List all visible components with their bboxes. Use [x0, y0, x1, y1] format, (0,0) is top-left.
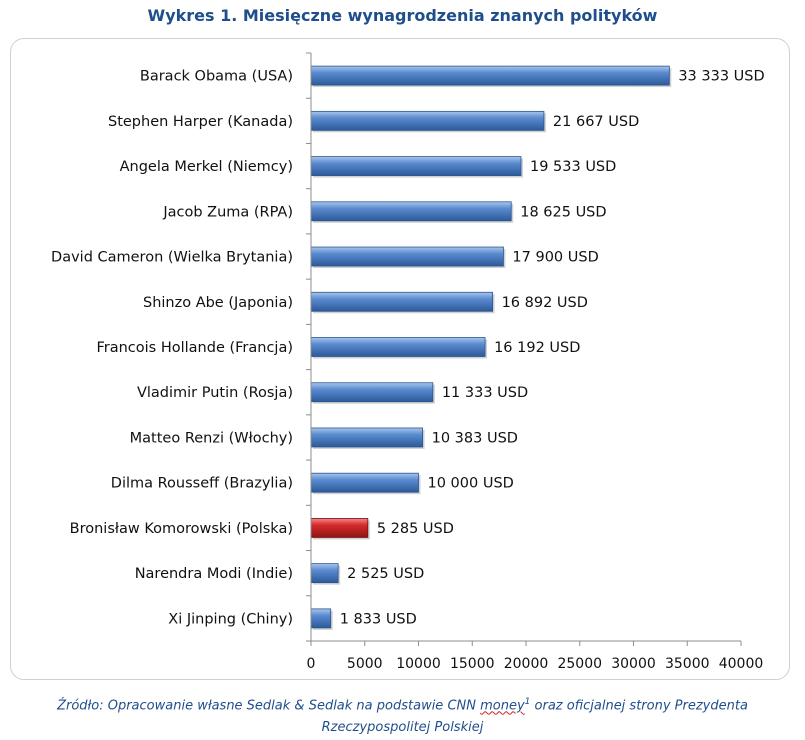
x-tick-label: 15000	[450, 656, 495, 672]
category-label: David Cameron (Wielka Brytania)	[51, 250, 293, 266]
bar	[310, 563, 339, 584]
x-tick-label: 20000	[504, 656, 549, 672]
bar	[310, 337, 486, 357]
bar	[310, 156, 522, 176]
category-label: Francois Hollande (Francja)	[96, 340, 293, 356]
bar	[310, 472, 419, 493]
x-tick-label: 40000	[719, 656, 764, 672]
bar	[310, 382, 434, 403]
data-label: 1 833 USD	[340, 611, 417, 627]
source-line-2: Rzeczypospolitej Polskiej	[321, 720, 484, 736]
data-label: 21 667 USD	[553, 114, 639, 130]
x-tick-label: 5000	[347, 656, 383, 672]
bar	[310, 518, 369, 538]
bar	[310, 246, 504, 267]
data-label: 11 333 USD	[442, 385, 528, 401]
category-label: Bronisław Komorowski (Polska)	[70, 521, 293, 537]
data-label: 2 525 USD	[347, 566, 424, 582]
data-label: 17 900 USD	[512, 250, 598, 266]
category-label: Stephen Harper (Kanada)	[108, 114, 293, 130]
bar	[310, 65, 670, 86]
bar	[310, 427, 424, 448]
data-label: 10 383 USD	[432, 430, 518, 446]
data-label: 18 625 USD	[520, 204, 606, 220]
x-tick-label: 30000	[611, 656, 656, 672]
category-label: Barack Obama (USA)	[140, 69, 293, 85]
chart-title: Wykres 1. Miesięczne wynagrodzenia znany…	[147, 6, 658, 25]
data-label: 10 000 USD	[428, 476, 514, 492]
x-tick-label: 35000	[665, 656, 710, 672]
data-label: 16 892 USD	[502, 295, 588, 311]
source-money-word: money	[480, 698, 525, 714]
category-label: Dilma Rousseff (Brazylia)	[111, 476, 293, 492]
category-label: Matteo Renzi (Włochy)	[130, 430, 293, 446]
x-tick-label: 0	[307, 656, 316, 672]
data-label: 19 533 USD	[530, 159, 616, 175]
bar	[310, 291, 493, 312]
category-label: Shinzo Abe (Japonia)	[143, 295, 293, 311]
category-label: Xi Jinping (Chiny)	[168, 611, 293, 627]
category-label: Narendra Modi (Indie)	[135, 566, 293, 582]
x-tick-label: 25000	[557, 656, 602, 672]
source-footnote-mark: 1	[524, 697, 531, 707]
data-label: 16 192 USD	[494, 340, 580, 356]
bar	[310, 110, 545, 131]
chart-frame	[10, 38, 790, 680]
data-label: 33 333 USD	[678, 69, 764, 85]
category-label: Jacob Zuma (RPA)	[162, 204, 293, 220]
source-line-1: Źródło: Opracowanie własne Sedlak & Sedl…	[0, 691, 805, 717]
bar	[310, 201, 512, 222]
x-tick-label: 10000	[396, 656, 441, 672]
bar	[310, 608, 332, 629]
category-label: Vladimir Putin (Rosja)	[137, 385, 293, 401]
category-label: Angela Merkel (Niemcy)	[120, 159, 293, 175]
source-prefix: Źródło: Opracowanie własne Sedlak & Sedl…	[57, 698, 481, 714]
source-note: Źródło: Opracowanie własne Sedlak & Sedl…	[0, 691, 805, 739]
source-suffix: oraz oficjalnej strony Prezydenta	[530, 698, 748, 714]
data-label: 5 285 USD	[377, 521, 454, 537]
